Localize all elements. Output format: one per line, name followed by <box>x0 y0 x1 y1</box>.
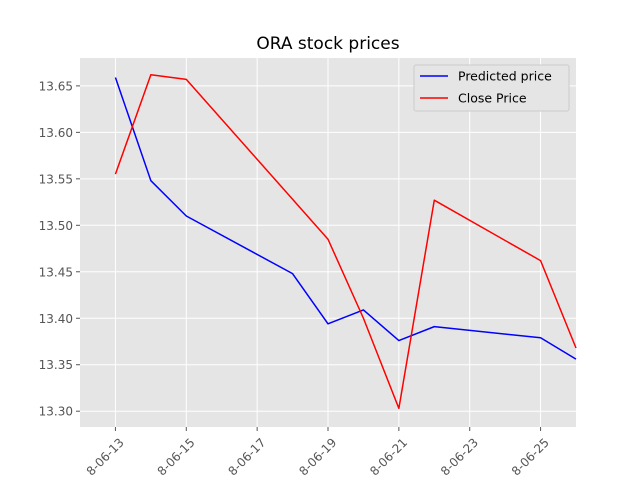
chart-title: ORA stock prices <box>256 34 399 54</box>
x-tick-label: 8-06-13 <box>84 435 127 478</box>
y-tick-label: 13.65 <box>39 79 73 93</box>
y-tick-label: 13.50 <box>39 219 73 233</box>
legend: Predicted price Close Price <box>414 65 569 111</box>
x-tick-label: 8-06-19 <box>296 435 339 478</box>
x-tick-label: 8-06-23 <box>438 435 481 478</box>
y-tick-label: 13.40 <box>39 312 73 326</box>
y-tick-label: 13.30 <box>39 405 73 419</box>
legend-label: Close Price <box>458 91 527 106</box>
x-tick-label: 8-06-17 <box>225 435 268 478</box>
x-tick-label: 8-06-15 <box>155 435 198 478</box>
y-axis-ticks: 13.30 13.35 13.40 13.45 13.50 13.55 13.60 13.65 <box>39 79 80 418</box>
x-tick-label: 8-06-21 <box>367 435 410 478</box>
y-tick-label: 13.60 <box>39 126 73 140</box>
legend-label: Predicted price <box>458 69 552 84</box>
y-tick-label: 13.45 <box>39 265 73 279</box>
y-tick-label: 13.55 <box>39 172 73 186</box>
y-tick-label: 13.35 <box>39 358 73 372</box>
x-tick-label: 8-06-25 <box>509 435 552 478</box>
x-axis-ticks: 8-06-13 8-06-15 8-06-17 8-06-19 8-06-21 8-06-… <box>84 427 552 478</box>
